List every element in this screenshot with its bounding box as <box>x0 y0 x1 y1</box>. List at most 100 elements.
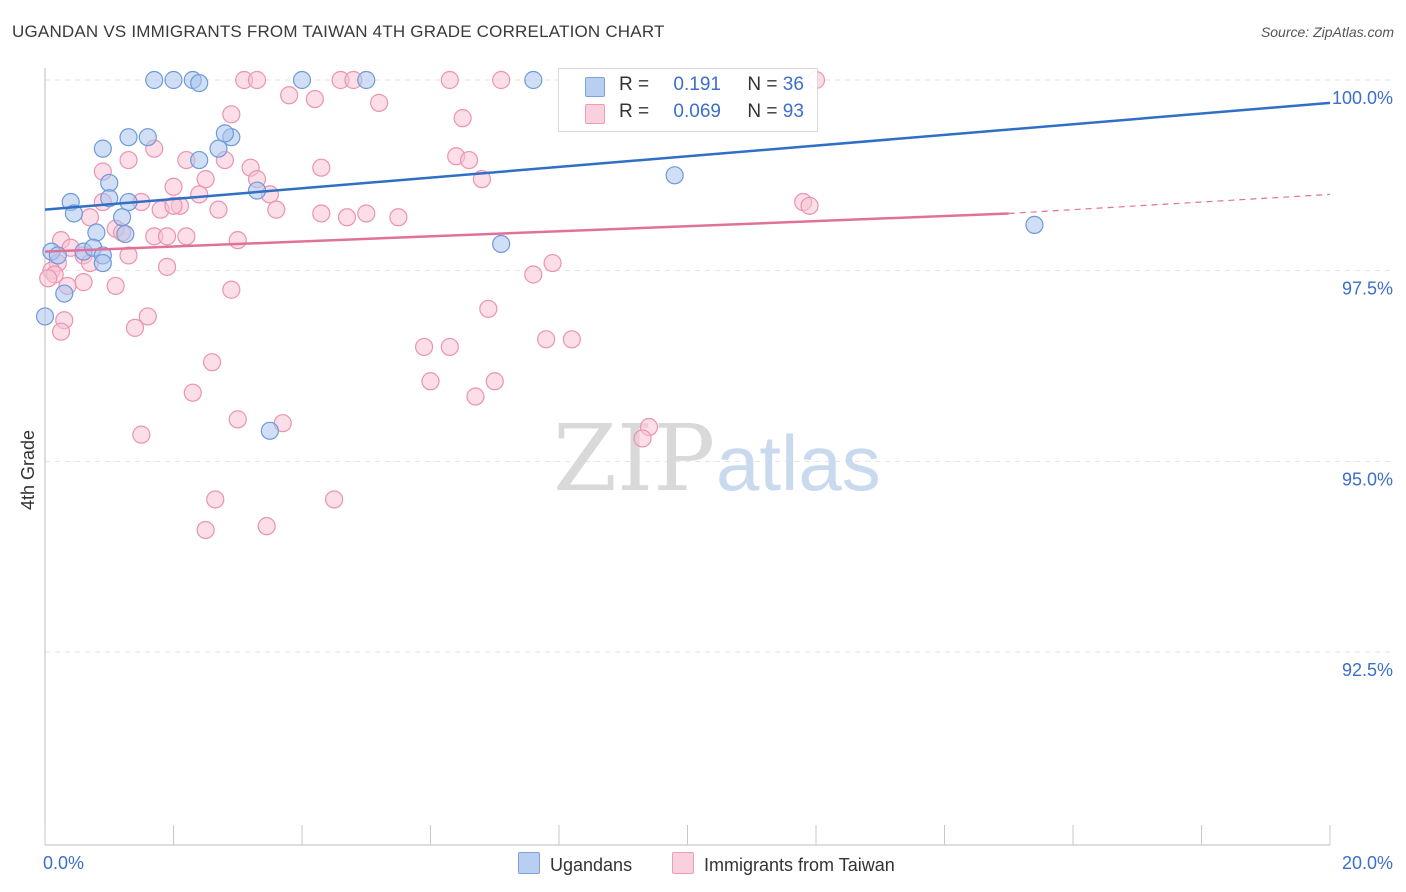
taiwan-point-75 <box>228 410 247 429</box>
ugandans-point-9 <box>138 128 157 147</box>
ugandans-point-13 <box>190 150 209 170</box>
taiwan-point-79 <box>633 429 652 448</box>
taiwan-point-55 <box>543 253 562 273</box>
taiwan-point-64 <box>51 322 71 341</box>
taiwan-point-17 <box>312 158 331 177</box>
watermark-atlas: atlas <box>716 419 881 507</box>
trend-lines <box>44 101 1331 253</box>
ugandans-trend-line <box>44 101 1331 211</box>
taiwan-point-77 <box>132 425 151 444</box>
taiwan-point-68 <box>537 330 556 349</box>
ugandans-point-30 <box>35 307 55 326</box>
ugandans-point-21 <box>87 223 106 242</box>
ugandans-point-6 <box>524 70 543 90</box>
taiwan-point-46 <box>228 231 247 250</box>
ugandans-point-1 <box>164 70 183 90</box>
ugandans-point-22 <box>116 224 135 244</box>
taiwan-point-13 <box>119 150 138 170</box>
taiwan-trend-line-dashed <box>1008 193 1331 215</box>
y-tick-label-2: 95.0% <box>1342 469 1393 489</box>
legend-r-value: 0.191 <box>673 74 721 95</box>
ugandans-point-7 <box>93 139 112 158</box>
taiwan-point-54 <box>157 257 177 276</box>
ugandans-point-8 <box>119 128 138 147</box>
ugandans-point-12 <box>215 124 234 143</box>
stats-legend: R = 0.191 N = 36 R = 0.069 N = 93 <box>558 68 818 132</box>
taiwan-point-80 <box>206 490 225 509</box>
source-label: Source: ZipAtlas.com <box>1260 24 1394 40</box>
taiwan-point-83 <box>257 517 276 536</box>
y-tick-label-3: 92.5% <box>1342 660 1393 680</box>
taiwan-point-24 <box>164 177 183 196</box>
chart-title: UGANDAN VS IMMIGRANTS FROM TAIWAN 4TH GR… <box>12 22 665 41</box>
taiwan-point-61 <box>138 307 157 326</box>
ugandans-point-29 <box>55 284 74 303</box>
taiwan-point-11 <box>453 109 472 128</box>
ugandans-point-26 <box>48 246 67 265</box>
tick-labels: 100.0% 97.5% 95.0% 92.5% 0.0% 20.0% <box>43 88 1393 873</box>
taiwan-point-56 <box>524 265 543 284</box>
axes <box>44 68 1331 846</box>
legend-n-value: 36 <box>782 74 804 95</box>
legend-n-label: N = <box>747 74 778 95</box>
taiwan-point-81 <box>325 490 344 509</box>
legend-swatch-ugandans <box>585 77 605 97</box>
ugandans-point-10 <box>209 139 228 158</box>
taiwan-point-73 <box>183 383 202 402</box>
y-axis-label: 4th Grade <box>18 430 38 510</box>
ugandans-point-32 <box>665 166 684 185</box>
taiwan-point-32 <box>209 200 228 219</box>
taiwan-point-37 <box>389 208 408 227</box>
taiwan-point-74 <box>466 387 485 406</box>
ugandans-point-31 <box>492 234 511 254</box>
taiwan-point-40 <box>80 208 100 227</box>
taiwan-point-82 <box>196 520 215 540</box>
taiwan-point-62 <box>125 318 145 337</box>
ugandans-point-3 <box>190 73 209 93</box>
bottom-legend-ugandans: Ugandans <box>518 852 632 876</box>
taiwan-point-69 <box>562 330 581 349</box>
taiwan-point-5 <box>492 70 511 90</box>
taiwan-point-65 <box>479 299 498 318</box>
bottom-legend-label-ugandans: Ugandans <box>550 855 633 875</box>
ugandans-point-16 <box>100 189 119 208</box>
taiwan-point-60 <box>222 280 241 299</box>
taiwan-point-72 <box>485 372 504 391</box>
ugandans-point-19 <box>64 204 84 223</box>
ugandans-point-20 <box>112 208 132 227</box>
taiwan-point-39 <box>800 196 819 215</box>
ugandans-point-0 <box>145 70 164 90</box>
legend-r-label: R = <box>619 101 650 122</box>
taiwan-point-57 <box>74 273 93 292</box>
taiwan-point-21 <box>196 170 215 189</box>
ugandans-point-15 <box>100 173 119 193</box>
ugandans-point-4 <box>292 70 312 90</box>
taiwan-point-44 <box>157 227 177 246</box>
taiwan-point-31 <box>164 196 183 215</box>
bottom-legend-taiwan: Immigrants from Taiwan <box>672 852 895 876</box>
y-tick-label-1: 97.5% <box>1342 279 1393 299</box>
taiwan-point-58 <box>106 276 125 296</box>
x-tick-label-0: 0.0% <box>43 853 84 873</box>
legend-n-label: N = <box>747 101 778 122</box>
series-ugandans-points <box>35 70 1044 440</box>
taiwan-point-71 <box>421 372 440 391</box>
legend-n-value: 93 <box>782 101 804 122</box>
taiwan-point-50 <box>119 246 138 265</box>
taiwan-trend-line <box>44 212 1009 253</box>
taiwan-point-19 <box>459 150 479 170</box>
taiwan-point-9 <box>370 93 389 112</box>
taiwan-point-10 <box>222 105 241 124</box>
x-tick-label-1: 20.0% <box>1342 853 1393 873</box>
ugandans-point-34 <box>260 421 279 440</box>
taiwan-point-1 <box>247 70 267 90</box>
taiwan-point-45 <box>177 227 196 246</box>
legend-r-label: R = <box>619 74 650 95</box>
taiwan-point-7 <box>280 86 299 105</box>
taiwan-point-34 <box>312 204 331 223</box>
taiwan-point-66 <box>414 337 434 357</box>
ugandans-point-33 <box>1025 215 1044 235</box>
taiwan-point-8 <box>305 89 324 109</box>
legend-swatch-taiwan <box>585 104 605 124</box>
